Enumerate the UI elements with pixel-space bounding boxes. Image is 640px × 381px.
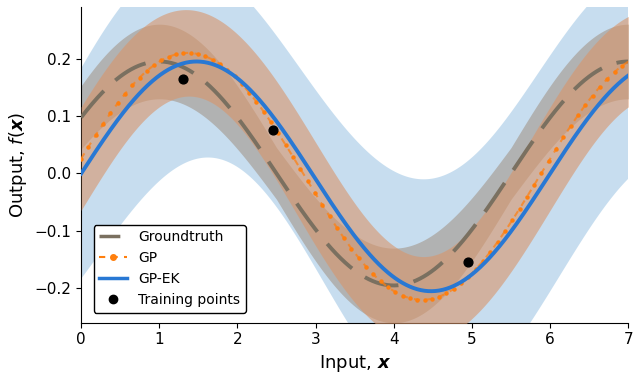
- X-axis label: Input, $\boldsymbol{x}$: Input, $\boldsymbol{x}$: [319, 353, 391, 374]
- Point: [177, 76, 188, 82]
- Legend: Groundtruth, GP, GP-EK, Training points: Groundtruth, GP, GP-EK, Training points: [93, 225, 246, 313]
- Y-axis label: Output, $f(\boldsymbol{x})$: Output, $f(\boldsymbol{x})$: [7, 112, 29, 218]
- Point: [268, 127, 278, 133]
- Point: [463, 259, 473, 266]
